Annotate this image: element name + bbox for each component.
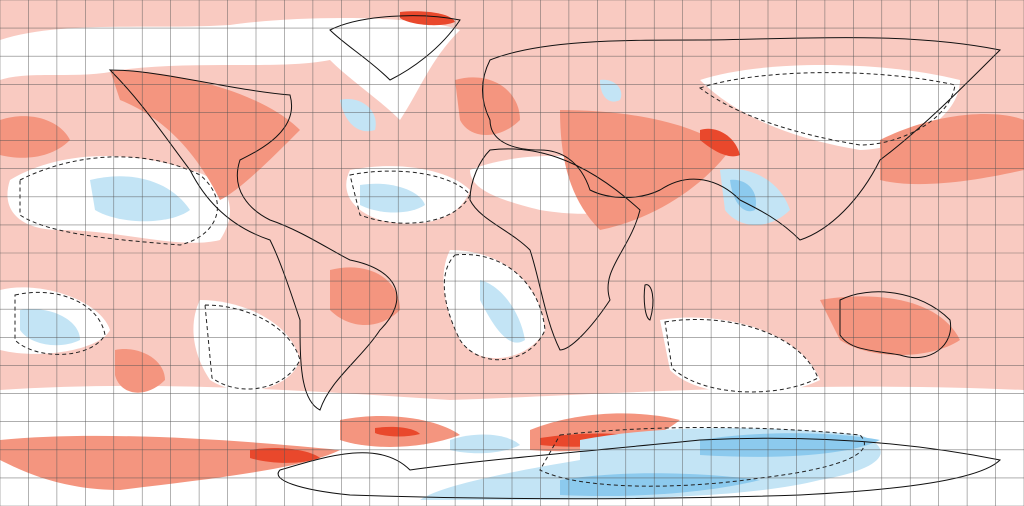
significance-contours xyxy=(14,72,956,487)
shaded-region xyxy=(600,79,622,102)
cool-medium-regions xyxy=(560,179,880,497)
shaded-region xyxy=(700,433,880,457)
shaded-region xyxy=(880,114,1024,185)
shaded-region xyxy=(250,447,320,463)
shaded-region xyxy=(400,11,455,26)
shaded-region xyxy=(360,183,425,213)
warm-medium-regions xyxy=(0,70,1024,490)
shaded-region xyxy=(700,65,960,150)
shaded-region xyxy=(820,296,960,355)
shaded-region xyxy=(110,70,300,200)
shaded-region xyxy=(90,176,190,222)
shaded-region xyxy=(193,300,300,391)
shaded-region xyxy=(340,99,376,132)
cool-light-regions xyxy=(20,79,881,500)
shaded-region xyxy=(115,349,165,393)
shaded-region xyxy=(375,426,420,437)
shaded-region xyxy=(330,267,400,325)
shaded-region xyxy=(455,77,520,135)
shaded-region xyxy=(20,309,80,346)
shaded-region xyxy=(0,116,70,158)
shaded-region xyxy=(450,434,520,454)
shaded-region xyxy=(480,280,525,343)
shaded-region xyxy=(700,128,740,157)
shaded-region xyxy=(560,110,730,230)
shaded-region xyxy=(560,473,760,497)
shaded-region xyxy=(730,179,756,212)
shaded-region xyxy=(660,317,820,394)
